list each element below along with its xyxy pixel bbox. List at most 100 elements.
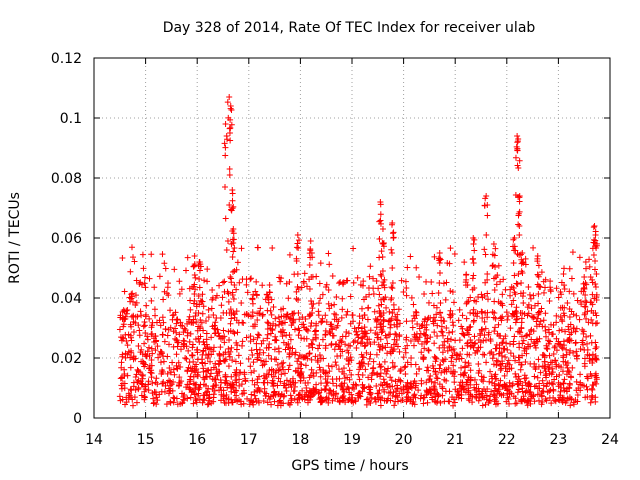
data-point (184, 254, 191, 261)
data-point (432, 371, 439, 378)
data-point (392, 378, 399, 385)
data-point (234, 397, 241, 404)
data-point (155, 354, 162, 361)
data-point (394, 382, 401, 389)
data-point (145, 387, 152, 394)
data-point (570, 325, 577, 332)
data-point (233, 366, 240, 373)
data-point (531, 398, 538, 405)
data-point (387, 321, 394, 328)
data-point (317, 295, 324, 302)
data-point (416, 274, 423, 281)
data-point (540, 317, 547, 324)
data-point (536, 380, 543, 387)
data-point (581, 274, 588, 280)
data-point (487, 336, 494, 343)
data-point (184, 395, 191, 402)
data-point (383, 304, 390, 311)
data-point (495, 350, 502, 357)
data-point (401, 364, 408, 371)
data-point (565, 367, 572, 374)
data-point (280, 366, 287, 373)
data-point (162, 325, 169, 332)
data-point (154, 381, 161, 388)
data-point (492, 245, 499, 252)
data-point (319, 291, 326, 298)
data-point (491, 298, 498, 305)
data-point (244, 289, 251, 296)
data-point (566, 336, 573, 343)
data-point (136, 281, 143, 288)
data-point (437, 310, 444, 316)
data-point (212, 376, 219, 383)
data-point (464, 299, 471, 306)
data-point (492, 324, 499, 331)
data-point (133, 277, 140, 284)
data-point (463, 271, 470, 278)
data-point (448, 358, 455, 365)
data-point (535, 356, 542, 363)
data-point (291, 326, 298, 333)
data-point (224, 384, 231, 391)
data-point (515, 354, 522, 361)
data-point (473, 347, 480, 354)
data-point (488, 373, 495, 380)
data-point (499, 339, 506, 346)
data-point (378, 248, 385, 255)
data-point (200, 368, 207, 375)
data-point (418, 340, 425, 347)
data-point (133, 371, 140, 378)
data-point (138, 392, 145, 399)
data-point (383, 370, 390, 377)
data-point (373, 351, 380, 358)
data-point (208, 305, 215, 312)
data-point (437, 300, 444, 306)
data-point (553, 312, 560, 319)
data-point (141, 383, 148, 390)
data-point (304, 355, 311, 362)
data-point (294, 399, 301, 406)
data-point (550, 322, 557, 329)
data-point (560, 338, 567, 345)
data-point (173, 395, 180, 402)
data-point (216, 282, 223, 289)
data-point (333, 294, 340, 301)
data-point (229, 197, 236, 204)
data-point (149, 380, 156, 387)
data-point (301, 324, 308, 331)
data-point (410, 342, 417, 349)
data-point (339, 306, 346, 313)
data-point (322, 396, 329, 403)
data-point (464, 326, 471, 333)
data-point (157, 322, 164, 329)
data-point (249, 352, 256, 359)
data-point (369, 365, 376, 372)
data-point (338, 314, 345, 321)
data-point (185, 347, 192, 354)
data-point (183, 355, 190, 362)
data-point (589, 356, 596, 363)
data-point (165, 377, 172, 384)
data-point (194, 371, 201, 378)
data-point (391, 336, 398, 343)
data-point (475, 361, 482, 368)
data-point (511, 333, 518, 340)
data-point (233, 392, 240, 399)
data-point (467, 381, 474, 388)
data-point (544, 389, 551, 396)
data-point (542, 327, 549, 334)
data-point (142, 351, 149, 358)
data-point (563, 351, 570, 358)
data-point (379, 268, 386, 274)
data-point (167, 398, 174, 405)
data-point (312, 353, 319, 360)
data-point (563, 362, 570, 369)
data-point (306, 387, 313, 394)
data-point (550, 351, 557, 358)
data-point (513, 143, 520, 150)
data-point (545, 337, 552, 344)
data-point (592, 258, 599, 264)
data-point (577, 345, 584, 352)
data-point (372, 398, 379, 405)
data-point (365, 374, 372, 381)
